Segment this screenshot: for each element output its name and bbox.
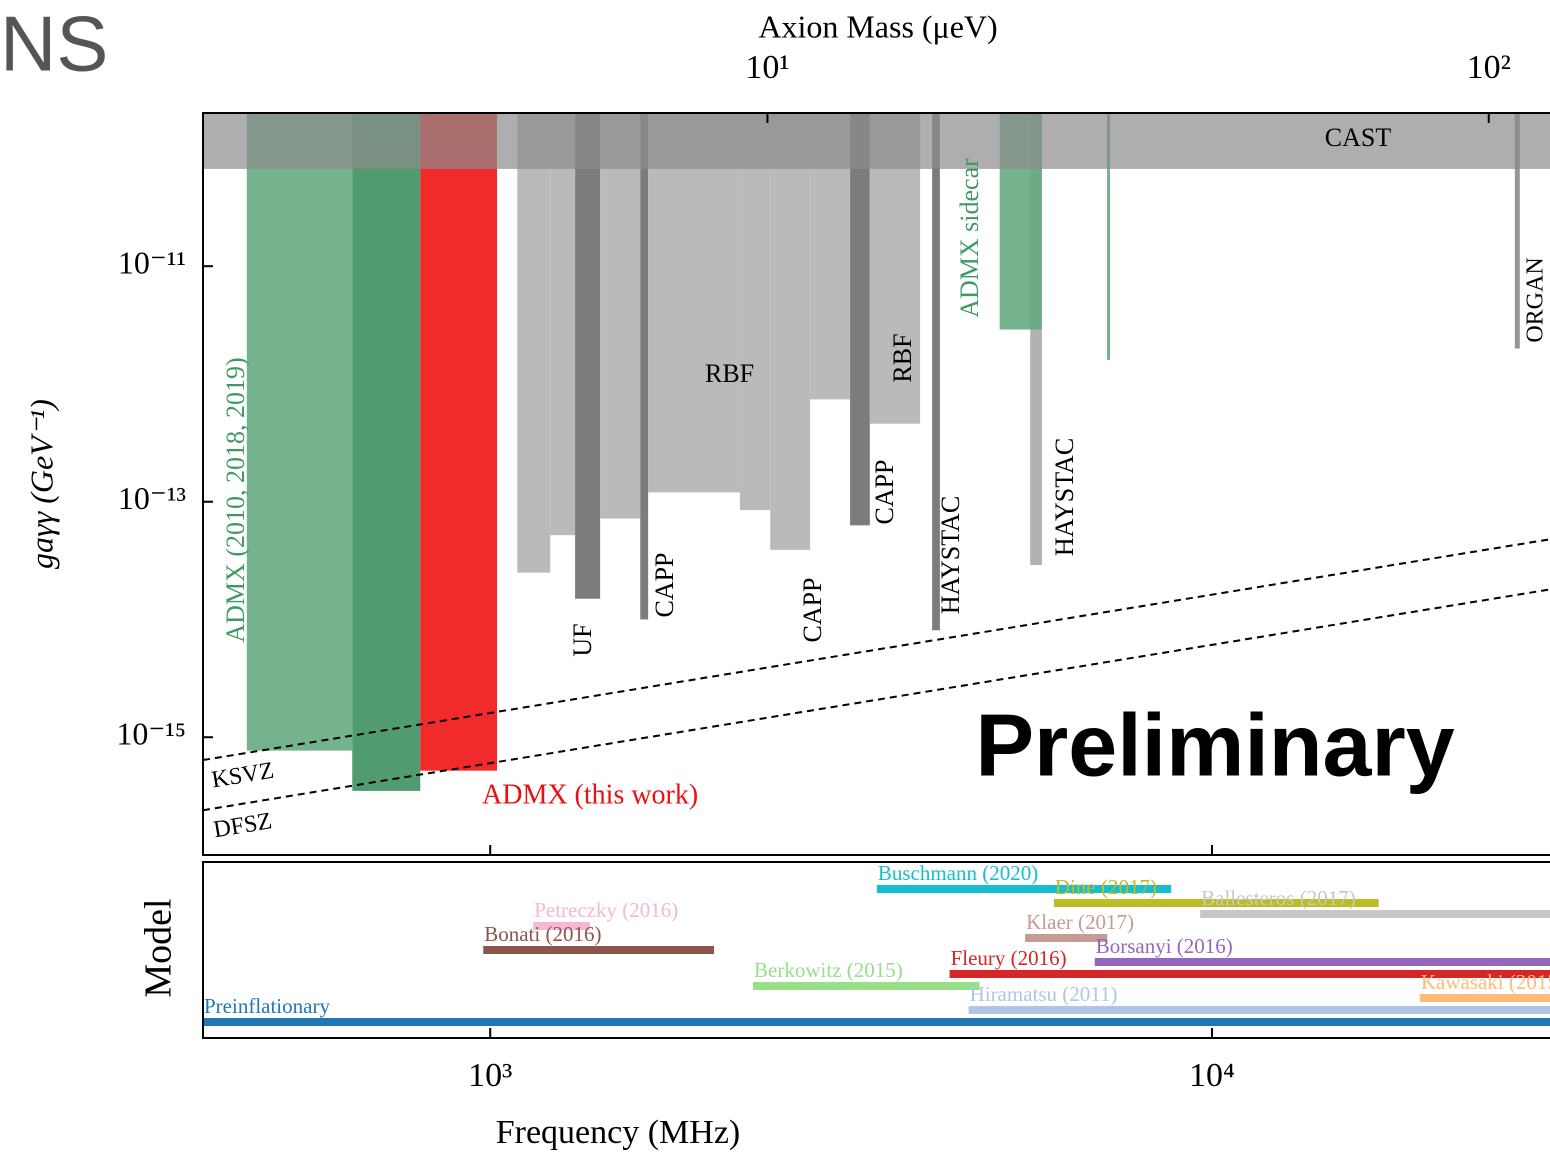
- annotation: HAYSTAC: [936, 496, 965, 614]
- exclusion-region: [1107, 113, 1110, 360]
- exclusion-region: [648, 113, 740, 493]
- model-bar: [949, 970, 1550, 978]
- cast-label: CAST: [1325, 123, 1392, 152]
- model-bar: [1025, 934, 1108, 942]
- annotation: ADMX sidecar: [955, 158, 984, 318]
- slide-title: NS: [0, 0, 108, 88]
- annotation: UF: [568, 623, 597, 656]
- model-bar: [753, 982, 980, 990]
- model-bar: [1094, 958, 1550, 966]
- annotation: CAPP: [650, 552, 679, 617]
- model-bar: [968, 1006, 1550, 1014]
- model-bar: [533, 922, 591, 930]
- exclusion-region: [850, 113, 870, 526]
- exclusion-region: [517, 113, 551, 573]
- exclusion-region: [739, 113, 771, 511]
- exclusion-region: [550, 113, 576, 536]
- annotation: HAYSTAC: [1050, 438, 1079, 556]
- model-label: Bonati (2016): [484, 922, 601, 946]
- model-area: [203, 885, 1550, 1026]
- exclusion-region: [575, 113, 601, 599]
- x2-tick-label: 10²: [1467, 49, 1511, 86]
- exclusion-region: [352, 113, 421, 791]
- model-label: Dine (2017): [1055, 875, 1157, 899]
- annotation: RBF: [888, 333, 917, 382]
- model-label: Fleury (2016): [951, 946, 1067, 970]
- exclusion-region: [600, 113, 641, 519]
- model-bar: [876, 885, 1172, 893]
- model-label: Klaer (2017): [1026, 910, 1134, 934]
- cast-band: [203, 113, 1550, 169]
- plot-area: [203, 113, 1550, 812]
- y-tick-label: 10⁻¹³: [118, 480, 186, 516]
- model-bar: [1053, 899, 1379, 907]
- model-label: Kawasaki (2015): [1421, 970, 1550, 994]
- benchmark-label: KSVZ: [210, 758, 276, 794]
- axes-frame: [202, 861, 1550, 1039]
- annotation: ADMX (this work): [482, 779, 698, 810]
- model-bar: [483, 946, 714, 954]
- model-label: Berkowitz (2015): [754, 958, 903, 982]
- exclusion-region: [640, 113, 649, 620]
- model-label: Preinflationary: [204, 994, 330, 1018]
- annotation: RBF: [705, 359, 754, 388]
- y-axis-title: gaγγ (GeV⁻¹): [23, 399, 59, 569]
- exclusion-region: [1514, 113, 1520, 349]
- model-bar: [1419, 994, 1550, 1002]
- model-label: Buschmann (2020): [878, 861, 1038, 885]
- model-label: Hiramatsu (2011): [970, 982, 1118, 1006]
- exclusion-region: [420, 113, 498, 771]
- x2-axis-title: Axion Mass (μeV): [758, 8, 997, 44]
- exclusion-region: [770, 113, 811, 550]
- y-tick-label: 10⁻¹⁵: [116, 716, 186, 752]
- annotation: Preliminary: [975, 695, 1454, 794]
- axes-frame: [202, 112, 1550, 856]
- model-axis-title: Model: [138, 898, 180, 997]
- model-bar: [1200, 910, 1550, 918]
- x2-tick-label: 10¹: [745, 49, 789, 86]
- annotation: ORGAN: [1523, 257, 1549, 342]
- model-label: Borsanyi (2016): [1096, 934, 1233, 958]
- exclusion-region: [1030, 113, 1042, 566]
- model-label: Petreczky (2016): [534, 898, 678, 922]
- x-tick-label: 10³: [468, 1057, 512, 1094]
- x-tick-label: 10⁴: [1189, 1057, 1235, 1094]
- model-bar: [203, 1018, 1550, 1026]
- y-tick-label: 10⁻¹¹: [118, 245, 186, 281]
- annotation: ADMX (2010, 2018, 2019): [221, 357, 250, 642]
- x-axis-title: Frequency (MHz): [496, 1114, 741, 1151]
- model-label: Ballesteros (2017): [1201, 886, 1356, 910]
- annotation: CAPP: [870, 459, 899, 524]
- exclusion-region: [246, 113, 353, 751]
- benchmark-label: DFSZ: [212, 808, 274, 843]
- annotation: CAPP: [798, 577, 827, 642]
- exclusion-region: [932, 113, 940, 631]
